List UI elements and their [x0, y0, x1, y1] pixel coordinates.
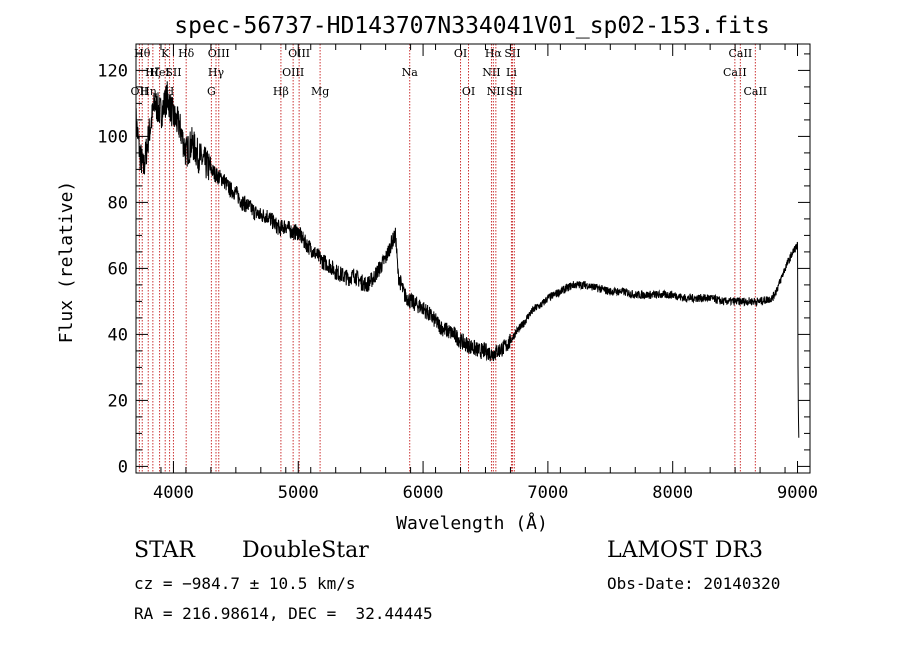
spectral-marker-label: G: [207, 85, 216, 98]
spectral-marker-label: Hβ: [273, 85, 289, 98]
spectral-marker-label: Hα: [485, 47, 503, 60]
spectral-marker-label: OIII: [208, 47, 230, 60]
survey-name: LAMOST DR3: [607, 538, 763, 563]
spectral-marker-label: Li: [506, 66, 517, 79]
x-tick-label: 9000: [777, 483, 818, 503]
y-tick-label: 20: [108, 391, 128, 411]
y-tick-label: 100: [97, 127, 128, 147]
spectral-marker-label: Hζ: [145, 66, 161, 79]
spectrum-line: [135, 81, 800, 438]
spectral-marker-label: Hγ: [208, 66, 225, 79]
object-subclass: DoubleStar: [242, 538, 369, 563]
spectral-marker-label: OII: [131, 85, 149, 98]
spectral-marker-label: NII: [487, 85, 505, 98]
y-tick-label: 80: [108, 193, 128, 213]
spectral-marker-label: CaII: [743, 85, 767, 98]
spectral-marker-label: SII: [504, 47, 520, 60]
x-tick-label: 8000: [652, 483, 693, 503]
spectral-marker-label: NII: [482, 66, 500, 79]
spectral-marker-label: SII: [165, 66, 181, 79]
spectral-marker-label: Hθ: [134, 47, 151, 60]
x-tick-label: 6000: [403, 483, 444, 503]
x-axis-label: Wavelength (Å): [396, 512, 548, 534]
observation-date: Obs-Date: 20140320: [607, 574, 781, 593]
plot-frame: [135, 43, 811, 474]
y-axis-label: Flux (relative): [56, 181, 77, 344]
x-tick-label: 7000: [527, 483, 568, 503]
y-tick-label: 60: [108, 259, 128, 279]
spectrum-chart: spec-56737-HD143707N334041V01_sp02-153.f…: [56, 13, 818, 534]
x-tick-label: 4000: [153, 483, 194, 503]
spectral-marker-label: CaII: [723, 66, 747, 79]
spectral-marker-label: OI: [454, 47, 467, 60]
y-axis: 0 20 40 60 80 100 120: [97, 53, 810, 477]
x-axis: 4000 5000 6000 7000 8000 9000: [135, 44, 818, 503]
redshift-velocity: cz = −984.7 ± 10.5 km/s: [134, 574, 356, 593]
coordinates: RA = 216.98614, DEC = 32.44445: [134, 604, 433, 623]
spectral-marker-label: K: [161, 47, 170, 60]
spectral-marker-label: SII: [506, 85, 522, 98]
spectral-marker-label: OI: [462, 85, 475, 98]
y-tick-label: 120: [97, 61, 128, 81]
spectral-marker-label: OIII: [288, 47, 310, 60]
spectral-marker-label: Hη: [140, 85, 156, 98]
spectral-marker-label: OIII: [282, 66, 304, 79]
spectral-marker-label: H: [165, 85, 175, 98]
object-class: STAR: [134, 538, 195, 563]
x-tick-label: 5000: [278, 483, 319, 503]
spectral-marker-label: Mg: [311, 85, 329, 98]
spectral-marker-label: HeI: [149, 66, 169, 79]
y-tick-label: 0: [118, 457, 128, 477]
spectral-marker-label: Hδ: [178, 47, 195, 60]
chart-title: spec-56737-HD143707N334041V01_sp02-153.f…: [174, 13, 769, 39]
spectral-marker-label: CaII: [729, 47, 753, 60]
spectral-marker-label: Na: [402, 66, 419, 79]
y-tick-label: 40: [108, 325, 128, 345]
